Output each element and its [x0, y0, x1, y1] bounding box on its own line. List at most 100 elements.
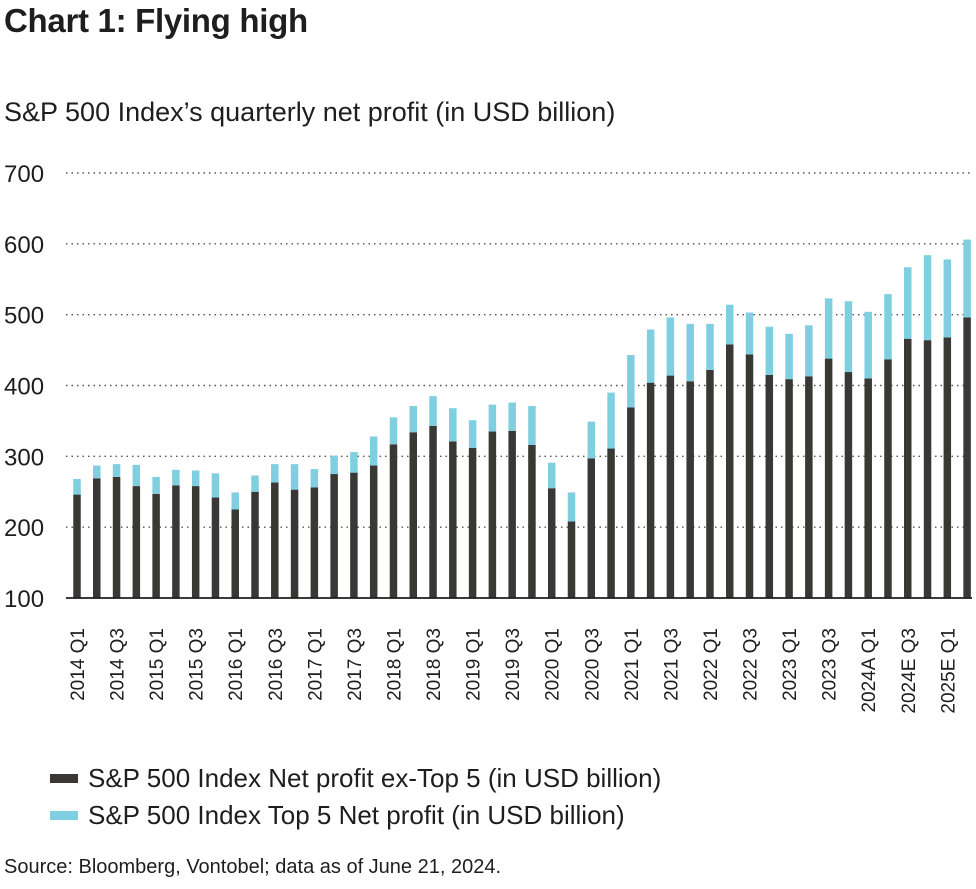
bar-ex-top5-30 [666, 375, 675, 598]
bar-ex-top5-38 [824, 358, 833, 598]
legend-swatch-top5 [50, 811, 78, 820]
bar-ex-top5-40 [864, 378, 872, 598]
bar-top5-22 [508, 402, 516, 431]
bar-ex-top5-31 [686, 381, 694, 598]
bar-top5-10 [271, 464, 279, 483]
bar-top5-6 [191, 470, 200, 487]
bar-top5-15 [369, 436, 378, 466]
legend-item-ex-top5: S&P 500 Index Net profit ex-Top 5 (in US… [50, 760, 661, 797]
bar-ex-top5-43 [923, 340, 932, 598]
bar-ex-top5-33 [725, 344, 734, 598]
bar-top5-39 [844, 301, 853, 373]
bar-top5-38 [824, 298, 833, 359]
y-tick-label-300: 300 [4, 444, 44, 471]
bar-ex-top5-24 [547, 488, 556, 598]
x-tick-label-5: 2016 Q3 [266, 628, 287, 701]
bar-ex-top5-3 [132, 486, 141, 598]
bar-ex-top5-32 [706, 369, 714, 598]
bar-top5-5 [172, 469, 180, 486]
bar-ex-top5-22 [508, 430, 516, 598]
bar-top5-40 [864, 311, 872, 379]
bar-top5-17 [409, 406, 418, 433]
bar-top5-23 [528, 406, 536, 445]
bar-ex-top5-18 [429, 425, 437, 598]
bar-ex-top5-19 [449, 441, 457, 598]
bar-ex-top5-0 [73, 494, 81, 598]
x-tick-label-14: 2021 Q1 [622, 628, 643, 701]
bar-ex-top5-8 [231, 509, 239, 598]
bar-ex-top5-21 [488, 431, 497, 598]
bar-ex-top5-2 [112, 476, 121, 598]
x-tick-label-8: 2018 Q1 [384, 628, 405, 701]
bar-ex-top5-26 [587, 458, 596, 598]
x-tick-label-4: 2016 Q1 [226, 628, 247, 701]
bar-ex-top5-20 [468, 447, 477, 598]
bar-top5-44 [943, 259, 952, 338]
bar-top5-18 [429, 396, 437, 426]
bar-ex-top5-45 [963, 317, 971, 598]
bar-top5-20 [468, 420, 477, 448]
bar-ex-top5-14 [350, 472, 358, 598]
bar-top5-13 [330, 455, 338, 475]
y-tick-label-400: 400 [4, 374, 44, 401]
x-tick-label-12: 2020 Q1 [543, 628, 564, 701]
bar-ex-top5-29 [646, 382, 655, 598]
bar-top5-0 [73, 479, 81, 495]
y-tick-label-600: 600 [4, 232, 44, 259]
bar-ex-top5-12 [310, 487, 319, 598]
bar-ex-top5-25 [567, 521, 576, 598]
bar-top5-31 [686, 323, 694, 382]
bar-top5-8 [231, 492, 239, 510]
bar-top5-4 [152, 476, 160, 494]
bar-top5-30 [666, 317, 675, 376]
bar-ex-top5-5 [172, 485, 180, 598]
bar-top5-43 [923, 255, 932, 341]
chart-subtitle: S&P 500 Index’s quarterly net profit (in… [4, 97, 616, 127]
x-tick-label-22: 2025E Q1 [938, 628, 959, 714]
legend-swatch-ex-top5 [50, 774, 78, 783]
x-tick-label-21: 2024E Q3 [899, 628, 920, 714]
bar-ex-top5-34 [745, 354, 754, 598]
bar-top5-26 [587, 421, 596, 459]
x-tick-label-18: 2023 Q1 [780, 628, 801, 701]
bar-top5-25 [567, 492, 576, 522]
bar-ex-top5-27 [607, 448, 615, 598]
bar-ex-top5-4 [152, 493, 160, 598]
bar-ex-top5-1 [93, 478, 101, 598]
bar-ex-top5-39 [844, 372, 853, 598]
bar-ex-top5-15 [369, 465, 378, 598]
bar-top5-29 [646, 329, 655, 383]
x-tick-label-15: 2021 Q3 [661, 628, 682, 701]
x-tick-label-1: 2014 Q3 [108, 628, 129, 701]
bar-ex-top5-16 [389, 444, 398, 598]
bar-ex-top5-44 [943, 337, 952, 598]
bar-top5-35 [765, 326, 774, 375]
bar-top5-36 [785, 333, 793, 380]
bar-ex-top5-35 [765, 374, 774, 598]
x-tick-label-20: 2024A Q1 [859, 628, 880, 713]
x-tick-label-19: 2023 Q3 [820, 628, 841, 701]
bar-top5-11 [290, 464, 299, 490]
x-tick-label-11: 2019 Q3 [503, 628, 524, 701]
bar-top5-27 [607, 392, 615, 449]
y-tick-label-700: 700 [4, 161, 44, 188]
bar-ex-top5-36 [785, 379, 793, 598]
x-tick-label-16: 2022 Q1 [701, 628, 722, 701]
bar-top5-12 [310, 469, 319, 488]
bar-top5-41 [884, 294, 892, 360]
bar-top5-28 [627, 355, 635, 408]
bar-ex-top5-37 [805, 376, 813, 598]
y-tick-label-100: 100 [4, 586, 44, 613]
bar-top5-32 [706, 323, 714, 370]
x-tick-label-0: 2014 Q1 [68, 628, 89, 701]
bar-top5-37 [805, 325, 813, 377]
bar-top5-3 [132, 464, 141, 487]
y-tick-label-500: 500 [4, 303, 44, 330]
y-tick-label-200: 200 [4, 515, 44, 542]
bar-top5-45 [963, 239, 971, 318]
bar-ex-top5-11 [290, 489, 299, 598]
bar-ex-top5-28 [627, 407, 635, 598]
chart-legend: S&P 500 Index Net profit ex-Top 5 (in US… [50, 760, 661, 834]
bar-top5-16 [389, 417, 398, 445]
bar-top5-34 [745, 312, 754, 355]
